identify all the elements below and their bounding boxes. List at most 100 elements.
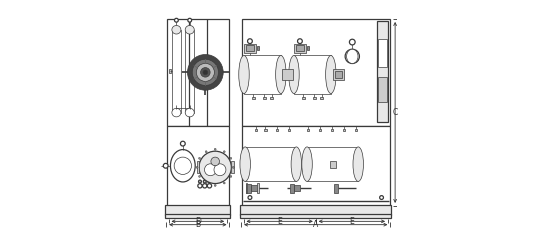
Bar	[244, 55, 281, 94]
Ellipse shape	[276, 55, 286, 94]
Bar	[333, 69, 344, 80]
Ellipse shape	[185, 108, 194, 117]
Text: D: D	[195, 217, 201, 226]
Bar	[263, 97, 266, 99]
Bar	[296, 45, 304, 51]
Bar	[294, 55, 331, 94]
Circle shape	[203, 180, 206, 183]
Circle shape	[297, 39, 302, 44]
Bar	[355, 129, 357, 131]
Ellipse shape	[326, 55, 336, 94]
Ellipse shape	[240, 147, 251, 181]
Bar	[246, 183, 247, 193]
Bar	[330, 161, 336, 168]
Bar	[196, 70, 197, 73]
Bar	[264, 129, 267, 131]
Bar	[246, 45, 254, 51]
Bar	[167, 19, 229, 126]
Circle shape	[211, 157, 219, 166]
Circle shape	[345, 49, 359, 64]
Bar	[185, 30, 194, 113]
Bar	[244, 44, 256, 53]
Bar	[276, 129, 278, 131]
Circle shape	[199, 175, 201, 177]
Bar	[241, 205, 391, 215]
Circle shape	[188, 18, 192, 22]
Bar	[197, 161, 199, 173]
Bar	[307, 147, 358, 181]
Circle shape	[199, 157, 201, 159]
Circle shape	[205, 151, 207, 153]
Bar	[335, 71, 342, 78]
Bar	[334, 184, 338, 193]
Ellipse shape	[291, 147, 301, 181]
Circle shape	[174, 18, 178, 22]
Text: A: A	[313, 220, 319, 229]
Circle shape	[174, 157, 192, 174]
Bar	[242, 19, 390, 126]
Circle shape	[232, 166, 234, 168]
Circle shape	[205, 182, 207, 184]
Circle shape	[192, 59, 218, 85]
Ellipse shape	[346, 49, 358, 64]
Bar	[288, 129, 290, 131]
Circle shape	[214, 164, 226, 176]
Circle shape	[223, 151, 225, 153]
Bar	[252, 97, 255, 99]
Circle shape	[380, 196, 383, 199]
Bar	[294, 44, 306, 53]
Ellipse shape	[170, 150, 195, 182]
Ellipse shape	[239, 55, 249, 94]
Bar	[343, 129, 345, 131]
Bar	[319, 129, 321, 131]
Circle shape	[207, 184, 212, 188]
Ellipse shape	[172, 25, 181, 34]
Bar	[313, 97, 316, 99]
Bar	[172, 30, 181, 113]
Bar	[245, 147, 296, 181]
Bar	[255, 129, 257, 131]
Circle shape	[188, 55, 223, 90]
Bar	[169, 69, 171, 73]
Bar	[165, 205, 230, 215]
Bar	[320, 97, 323, 99]
Circle shape	[208, 180, 211, 183]
Text: B: B	[196, 220, 201, 229]
Ellipse shape	[185, 25, 194, 34]
Ellipse shape	[353, 147, 364, 181]
Ellipse shape	[289, 55, 299, 94]
Circle shape	[204, 164, 216, 176]
Circle shape	[203, 184, 207, 188]
Bar	[302, 97, 305, 99]
Circle shape	[198, 184, 202, 188]
Bar	[294, 185, 300, 191]
Circle shape	[201, 68, 210, 77]
Bar	[165, 214, 230, 218]
Circle shape	[230, 175, 232, 177]
Bar	[378, 39, 387, 67]
Bar	[306, 46, 310, 50]
Bar	[270, 97, 273, 99]
Circle shape	[198, 180, 202, 183]
Circle shape	[203, 70, 208, 75]
Bar	[241, 214, 391, 218]
Bar	[307, 129, 310, 131]
Circle shape	[248, 196, 252, 199]
Bar	[167, 126, 229, 206]
Bar	[282, 69, 293, 80]
Bar	[331, 129, 333, 131]
Circle shape	[349, 39, 355, 45]
Circle shape	[223, 182, 225, 184]
Bar	[257, 46, 260, 50]
Text: E: E	[349, 217, 354, 226]
Bar	[290, 184, 294, 193]
Text: C: C	[393, 108, 398, 117]
Ellipse shape	[302, 147, 312, 181]
Bar	[378, 77, 387, 102]
Circle shape	[214, 148, 216, 150]
Bar	[251, 185, 258, 191]
Circle shape	[199, 151, 231, 183]
Bar	[242, 126, 390, 206]
Circle shape	[196, 63, 214, 81]
Text: E: E	[277, 217, 282, 226]
